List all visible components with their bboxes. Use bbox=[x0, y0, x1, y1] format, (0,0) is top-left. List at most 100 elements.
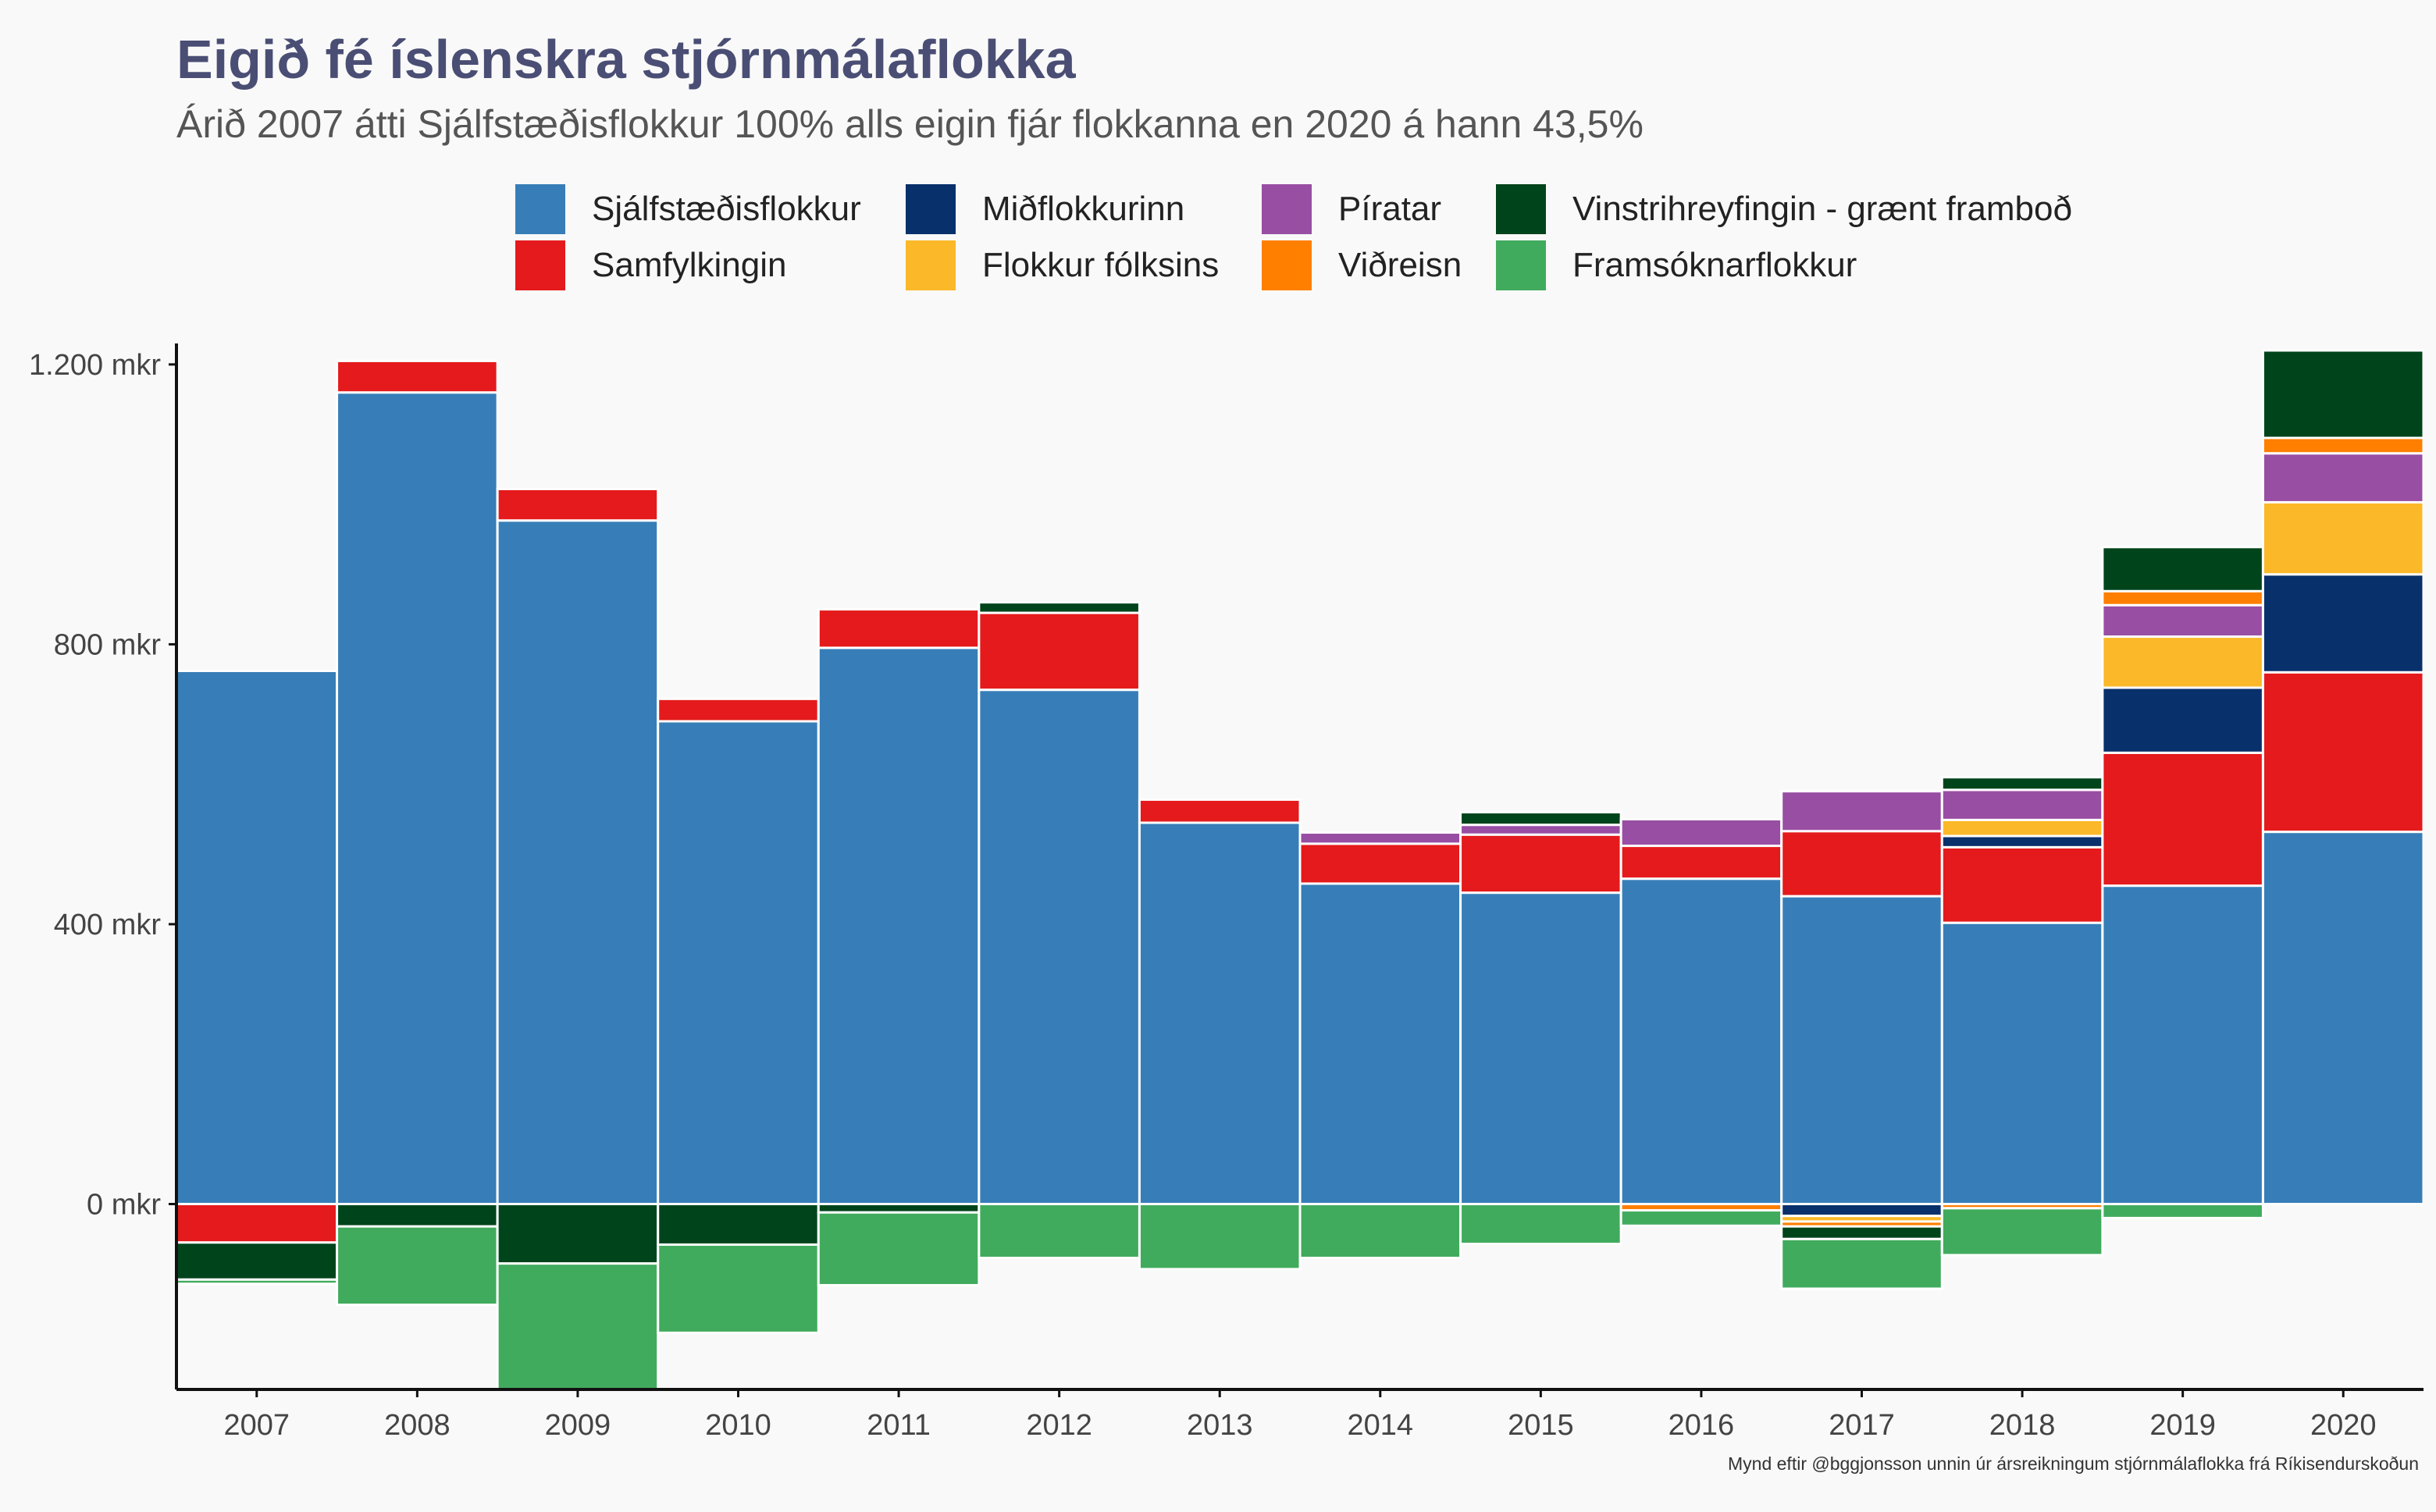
bar-segment bbox=[176, 669, 339, 1205]
bar-segment bbox=[1780, 1202, 1943, 1218]
bar-segment bbox=[1298, 882, 1462, 1205]
legend-swatch bbox=[906, 240, 956, 290]
legend-item: Vinstrihreyfingin - grænt framboð bbox=[1496, 181, 2121, 237]
bar-segment bbox=[2101, 635, 2264, 689]
legend-swatch bbox=[906, 184, 956, 234]
bar-segment bbox=[1940, 818, 2104, 838]
bar-segment bbox=[2261, 671, 2424, 834]
legend-swatch bbox=[515, 184, 565, 234]
bar-segment bbox=[657, 697, 820, 723]
legend-item: Framsóknarflokkur bbox=[1496, 237, 2121, 294]
bar-segment bbox=[1780, 895, 1943, 1205]
bar-segment bbox=[1459, 1202, 1622, 1246]
bar-segment bbox=[657, 1243, 820, 1334]
x-tick-label: 2008 bbox=[384, 1409, 451, 1442]
legend-swatch bbox=[1496, 240, 1546, 290]
y-tick-label: 0 mkr bbox=[87, 1188, 161, 1221]
bar-segment bbox=[496, 1202, 660, 1265]
bar-segment bbox=[2261, 349, 2424, 439]
x-tick-label: 2010 bbox=[705, 1409, 771, 1442]
bar-segment bbox=[1298, 1202, 1462, 1259]
bar-segment bbox=[2101, 884, 2264, 1205]
bar-segment bbox=[1298, 831, 1462, 845]
legend-label: Flokkur fólksins bbox=[982, 246, 1220, 284]
bar-segment bbox=[978, 601, 1141, 614]
x-tick-label: 2012 bbox=[1026, 1409, 1092, 1442]
bar-segment bbox=[1138, 798, 1302, 824]
bar-segment bbox=[1619, 1209, 1783, 1227]
bar-segment bbox=[2261, 436, 2424, 455]
bar-segment bbox=[2261, 573, 2424, 674]
bar-segment bbox=[2261, 831, 2424, 1205]
bar-segment bbox=[1780, 1225, 1943, 1240]
legend-label: Vinstrihreyfingin - grænt framboð bbox=[1572, 190, 2072, 228]
bar-segment bbox=[1940, 834, 2104, 848]
legend-item: Miðflokkurinn bbox=[906, 181, 1262, 237]
bar-segment bbox=[657, 720, 820, 1205]
bar-segment bbox=[978, 688, 1141, 1205]
bar-segment bbox=[2101, 589, 2264, 607]
bar-segment bbox=[176, 1241, 339, 1281]
bar-segment bbox=[176, 1202, 339, 1244]
legend-label: Píratar bbox=[1338, 190, 1442, 228]
bar-segment bbox=[1940, 1207, 2104, 1257]
bar-segment bbox=[1459, 824, 1622, 836]
bar-segment bbox=[496, 519, 660, 1205]
x-tick-label: 2019 bbox=[2149, 1409, 2216, 1442]
x-tick-label: 2011 bbox=[867, 1409, 931, 1442]
bar-segment bbox=[1619, 877, 1783, 1205]
bar-segment bbox=[336, 1225, 499, 1307]
bar-segment bbox=[817, 608, 981, 649]
legend-swatch bbox=[1496, 184, 1546, 234]
bars-group bbox=[176, 349, 2424, 1389]
x-tick-label: 2007 bbox=[224, 1409, 290, 1442]
x-tick-label: 2013 bbox=[1187, 1409, 1253, 1442]
bar-segment bbox=[2261, 500, 2424, 576]
legend-label: Framsóknarflokkur bbox=[1572, 246, 1857, 284]
bar-segment bbox=[1459, 833, 1622, 895]
bar-segment bbox=[496, 487, 660, 522]
bar-segment bbox=[2101, 686, 2264, 754]
bar-segment bbox=[2101, 546, 2264, 592]
x-tick-label: 2009 bbox=[545, 1409, 611, 1442]
legend: Sjálfstæðisflokkur Miðflokkurinn Píratar Vi… bbox=[515, 181, 2121, 294]
bar-segment bbox=[1780, 790, 1943, 833]
x-tick-label: 2014 bbox=[1348, 1409, 1414, 1442]
legend-swatch bbox=[1262, 240, 1312, 290]
legend-label: Miðflokkurinn bbox=[982, 190, 1185, 228]
bar-segment bbox=[657, 1202, 820, 1246]
bar-segment bbox=[1940, 776, 2104, 792]
legend-item: Samfylkingin bbox=[515, 237, 906, 294]
x-tick-label: 2015 bbox=[1508, 1409, 1574, 1442]
legend-swatch bbox=[1262, 184, 1312, 234]
bar-segment bbox=[1780, 830, 1943, 898]
x-tick-label: 2017 bbox=[1829, 1409, 1895, 1442]
bar-segment bbox=[817, 1211, 981, 1286]
bar-segment bbox=[1459, 811, 1622, 827]
bar-segment bbox=[1138, 1202, 1302, 1271]
bar-segment bbox=[1940, 845, 2104, 924]
chart-title: Eigið fé íslenskra stjórnmálaflokka bbox=[176, 29, 1076, 90]
chart-subtitle: Árið 2007 átti Sjálfstæðisflokkur 100% a… bbox=[176, 102, 1644, 146]
bar-segment bbox=[1138, 821, 1302, 1205]
chart-caption: Mynd eftir @bggjonsson unnin úr ársreikn… bbox=[1728, 1453, 2419, 1474]
bar-segment bbox=[2261, 452, 2424, 503]
y-tick-label: 800 mkr bbox=[54, 628, 162, 661]
legend-item: Sjálfstæðisflokkur bbox=[515, 181, 906, 237]
y-tick-label: 1.200 mkr bbox=[29, 349, 161, 382]
bar-segment bbox=[1298, 842, 1462, 885]
bar-segment bbox=[176, 1278, 339, 1286]
bar-segment bbox=[1940, 921, 2104, 1205]
y-tick-label: 400 mkr bbox=[54, 909, 162, 941]
legend-label: Sjálfstæðisflokkur bbox=[592, 190, 861, 228]
legend-item: Flokkur fólksins bbox=[906, 237, 1262, 294]
x-tick-label: 2018 bbox=[1989, 1409, 2056, 1442]
bar-segment bbox=[2101, 1202, 2264, 1219]
bar-segment bbox=[1459, 891, 1622, 1205]
bar-segment bbox=[2101, 751, 2264, 888]
bar-segment bbox=[978, 1202, 1141, 1259]
legend-item: Viðreisn bbox=[1262, 237, 1496, 294]
bar-segment bbox=[1619, 845, 1783, 881]
bar-segment bbox=[978, 611, 1141, 692]
